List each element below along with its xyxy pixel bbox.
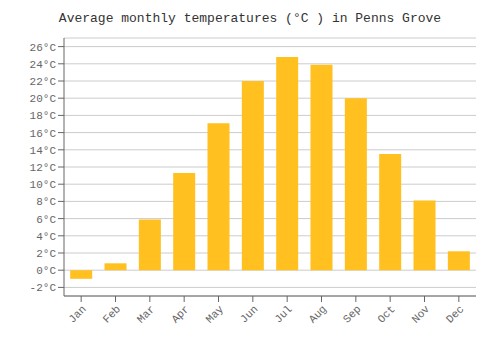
- svg-text:6°C: 6°C: [36, 214, 56, 226]
- svg-text:26°C: 26°C: [30, 42, 57, 54]
- svg-text:10°C: 10°C: [30, 179, 57, 191]
- svg-text:Oct: Oct: [375, 303, 397, 325]
- svg-text:2°C: 2°C: [36, 248, 56, 260]
- svg-text:Jul: Jul: [272, 303, 294, 325]
- svg-text:20°C: 20°C: [30, 93, 57, 105]
- svg-text:22°C: 22°C: [30, 76, 57, 88]
- svg-text:Dec: Dec: [444, 303, 466, 325]
- svg-text:Jun: Jun: [238, 303, 260, 325]
- svg-text:18°C: 18°C: [30, 110, 57, 122]
- svg-text:16°C: 16°C: [30, 128, 57, 140]
- svg-text:12°C: 12°C: [30, 162, 57, 174]
- svg-text:Jan: Jan: [66, 303, 88, 325]
- html-text:Average monthly temperatures (: Average monthly temperatures (°C ) in Pe…: [58, 11, 442, 26]
- svg-text:Nov: Nov: [410, 303, 433, 326]
- svg-text:24°C: 24°C: [30, 59, 57, 71]
- svg-text:14°C: 14°C: [30, 145, 57, 157]
- svg-text:-2°C: -2°C: [30, 282, 57, 294]
- svg-text:May: May: [204, 303, 227, 326]
- svg-text:8°C: 8°C: [36, 196, 56, 208]
- svg-text:Aug: Aug: [307, 303, 329, 325]
- svg-text:0°C: 0°C: [36, 265, 56, 277]
- svg-text:Sep: Sep: [341, 303, 363, 325]
- svg-text:Apr: Apr: [169, 303, 191, 325]
- svg-text:Feb: Feb: [101, 303, 123, 325]
- svg-text:Mar: Mar: [135, 303, 157, 325]
- svg-text:4°C: 4°C: [36, 231, 56, 243]
